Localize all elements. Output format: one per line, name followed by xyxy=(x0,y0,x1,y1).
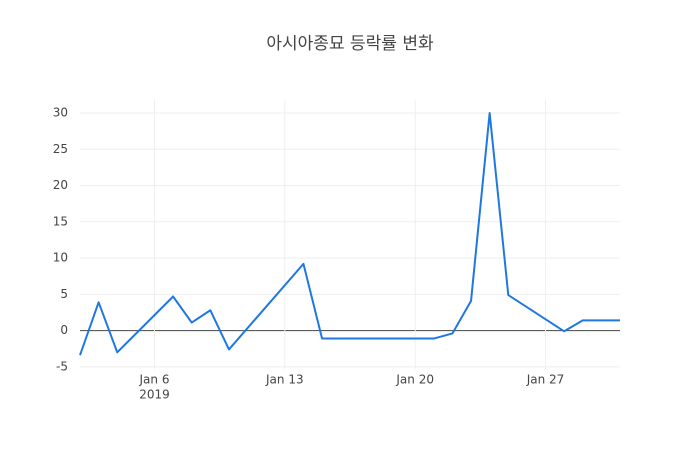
y-tick-label: 25 xyxy=(53,142,68,156)
y-tick-label: -5 xyxy=(56,359,68,373)
y-tick-label: 20 xyxy=(53,178,68,192)
x-tick-label: Jan 27 xyxy=(526,373,565,387)
y-tick-label: 15 xyxy=(53,214,68,228)
x-tick-label: Jan 20 xyxy=(395,373,434,387)
x-tick-label: Jan 13 xyxy=(265,373,304,387)
y-tick-label: 0 xyxy=(60,323,68,337)
x-year-label: 2019 xyxy=(139,388,170,402)
x-tick-label: Jan 6 xyxy=(139,373,170,387)
y-tick-label: 10 xyxy=(53,251,68,265)
chart-title: 아시아종묘 등락률 변화 xyxy=(266,34,434,54)
line-series xyxy=(79,112,620,356)
y-tick-label: 5 xyxy=(60,287,68,301)
y-tick-label: 30 xyxy=(53,106,68,120)
